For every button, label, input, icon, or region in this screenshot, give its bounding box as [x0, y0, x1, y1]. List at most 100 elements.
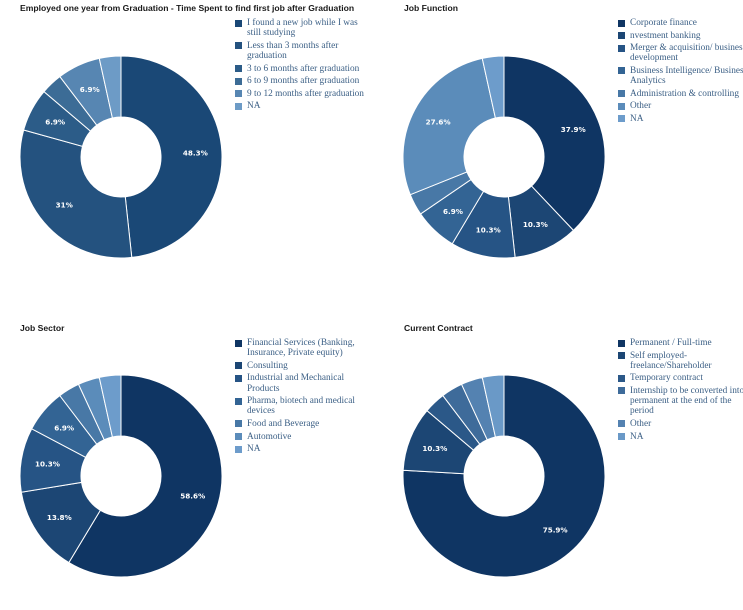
legend-item-na: NA: [618, 114, 743, 124]
data-label: 37.9%: [561, 125, 586, 134]
slice-na: [98, 374, 122, 438]
chart-legend: Corporate finance nvestment banking Merger…: [618, 18, 743, 127]
legend-item-3-to-6-months-after-graduation: 3 to 6 months after graduation: [235, 64, 371, 74]
legend-label: Self employed- freelance/Shareholder: [630, 350, 712, 371]
legend-item-pharma-biotech-and-medical-devices: Pharma, biotech and medical devices: [235, 396, 371, 416]
legend-swatch: [618, 67, 625, 75]
legend-label: Automotive: [247, 431, 292, 442]
legend-swatch: [235, 102, 242, 110]
legend-label: Administration & controlling: [630, 88, 739, 99]
legend-item-less-than-3-months-after-graduation: Less than 3 months after graduation: [235, 41, 371, 61]
legend-item-permanent-full-time: Permanent / Full-time: [618, 338, 743, 348]
legend-label: Temporary contract: [630, 373, 703, 384]
legend-label: Financial Services (Banking, Insurance, …: [247, 338, 355, 359]
data-label: 10.3%: [422, 444, 447, 453]
slice-permanent-full-time: [402, 374, 606, 578]
legend-label: Industrial and Mechanical Products: [247, 373, 345, 394]
legend-item-merger-acquisition-business-development: Merger & acquisition/ business developme…: [618, 43, 743, 63]
legend-item-internship-to-be-converted-into-permanen: Internship to be converted into permanen…: [618, 386, 743, 417]
legend-label: 9 to 12 months after graduation: [247, 88, 364, 99]
legend-label: NA: [630, 431, 644, 442]
donut-chart: 48.3% 31% 6.9% 6.9%: [19, 55, 223, 259]
legend-label: Consulting: [247, 360, 288, 371]
data-label: 10.3%: [35, 459, 60, 468]
legend-swatch: [618, 102, 625, 110]
chart-panel-time-to-job: Employed one year from Graduation - Time…: [0, 0, 371, 290]
slice-i-found-a-new-job-while-i-was-still-stud: [120, 55, 223, 258]
slice-financial-services-banking-insurance-pri: [68, 374, 223, 578]
legend-label: Food and Beverage: [247, 418, 320, 429]
legend-item-na: NA: [235, 101, 371, 111]
slice-na: [481, 374, 505, 438]
chart-panel-current-contract: Current Contract 75.9% 10.3% Permanent / …: [383, 320, 743, 610]
chart-title: Job Sector: [20, 323, 65, 333]
legend-label: Corporate finance: [630, 18, 697, 28]
legend-item-self-employed-freelance-shareholder: Self employed- freelance/Shareholder: [618, 351, 743, 371]
legend-item-financial-services-banking-insurance-pri: Financial Services (Banking, Insurance, …: [235, 338, 371, 358]
legend-label: 3 to 6 months after graduation: [247, 63, 360, 74]
legend-label: I found a new job while I was still stud…: [247, 18, 358, 39]
chart-panel-job-function: Job Function 37.9% 10.3% 10.3% 6.9% 27.6% Co…: [383, 0, 743, 290]
legend-item-9-to-12-months-after-graduation: 9 to 12 months after graduation: [235, 89, 371, 99]
legend-item-business-intelligence-business-analytics: Business Intelligence/ Business Analytic…: [618, 66, 743, 86]
legend-item-nvestment-banking: nvestment banking: [618, 31, 743, 41]
data-label: 48.3%: [183, 149, 208, 158]
legend-label: NA: [247, 444, 261, 455]
legend-swatch: [618, 352, 625, 360]
legend-label: 6 to 9 months after graduation: [247, 76, 360, 87]
legend-item-corporate-finance: Corporate finance: [618, 18, 743, 28]
legend-label: Merger & acquisition/ business developme…: [630, 43, 743, 64]
legend-swatch: [235, 90, 242, 98]
legend-label: Other: [630, 101, 652, 112]
slice-na: [98, 55, 122, 119]
data-label: 27.6%: [426, 118, 451, 127]
legend-item-na: NA: [618, 432, 743, 442]
data-label: 10.3%: [476, 225, 501, 234]
legend-swatch: [618, 433, 625, 441]
chart-legend: Financial Services (Banking, Insurance, …: [235, 338, 371, 457]
data-label: 13.8%: [47, 513, 72, 522]
data-label: 31%: [56, 201, 73, 210]
legend-swatch: [235, 433, 242, 441]
legend-swatch: [235, 397, 242, 405]
legend-swatch: [235, 445, 242, 453]
legend-label: Permanent / Full-time: [630, 338, 712, 348]
legend-item-na: NA: [235, 444, 371, 454]
legend-label: Pharma, biotech and medical devices: [247, 396, 355, 417]
legend-swatch: [618, 32, 625, 40]
slice-other: [402, 57, 496, 196]
legend-item-temporary-contract: Temporary contract: [618, 373, 743, 383]
chart-legend: I found a new job while I was still stud…: [235, 18, 371, 114]
legend-swatch: [618, 90, 625, 98]
data-label: 58.6%: [180, 491, 205, 500]
legend-label: NA: [247, 101, 261, 112]
legend-item-administration-controlling: Administration & controlling: [618, 89, 743, 99]
legend-item-consulting: Consulting: [235, 361, 371, 371]
legend-swatch: [235, 374, 242, 382]
data-label: 6.9%: [54, 423, 74, 432]
data-label: 6.9%: [80, 85, 100, 94]
data-label: 75.9%: [543, 526, 568, 535]
legend-swatch: [235, 77, 242, 85]
legend-label: Internship to be converted into permanen…: [630, 385, 743, 417]
legend-swatch: [618, 19, 625, 27]
legend-item-automotive: Automotive: [235, 432, 371, 442]
slice-corporate-finance: [503, 55, 606, 232]
legend-item-food-and-beverage: Food and Beverage: [235, 419, 371, 429]
legend-swatch: [618, 374, 625, 382]
legend-item-6-to-9-months-after-graduation: 6 to 9 months after graduation: [235, 76, 371, 86]
legend-label: Business Intelligence/ Business Analytic…: [630, 65, 743, 87]
data-label: 6.9%: [443, 207, 463, 216]
data-label: 10.3%: [523, 220, 548, 229]
slice-less-than-3-months-after-graduation: [19, 129, 133, 259]
legend-swatch: [235, 19, 242, 27]
chart-title: Current Contract: [404, 323, 473, 333]
chart-legend: Permanent / Full-time Self employed- free…: [618, 338, 743, 444]
legend-item-i-found-a-new-job-while-i-was-still-stud: I found a new job while I was still stud…: [235, 18, 371, 38]
legend-swatch: [618, 44, 625, 52]
legend-swatch: [618, 339, 625, 347]
donut-chart: 58.6% 13.8% 10.3% 6.9%: [19, 374, 223, 578]
legend-swatch: [235, 362, 242, 370]
legend-item-other: Other: [618, 419, 743, 429]
legend-swatch: [235, 42, 242, 50]
